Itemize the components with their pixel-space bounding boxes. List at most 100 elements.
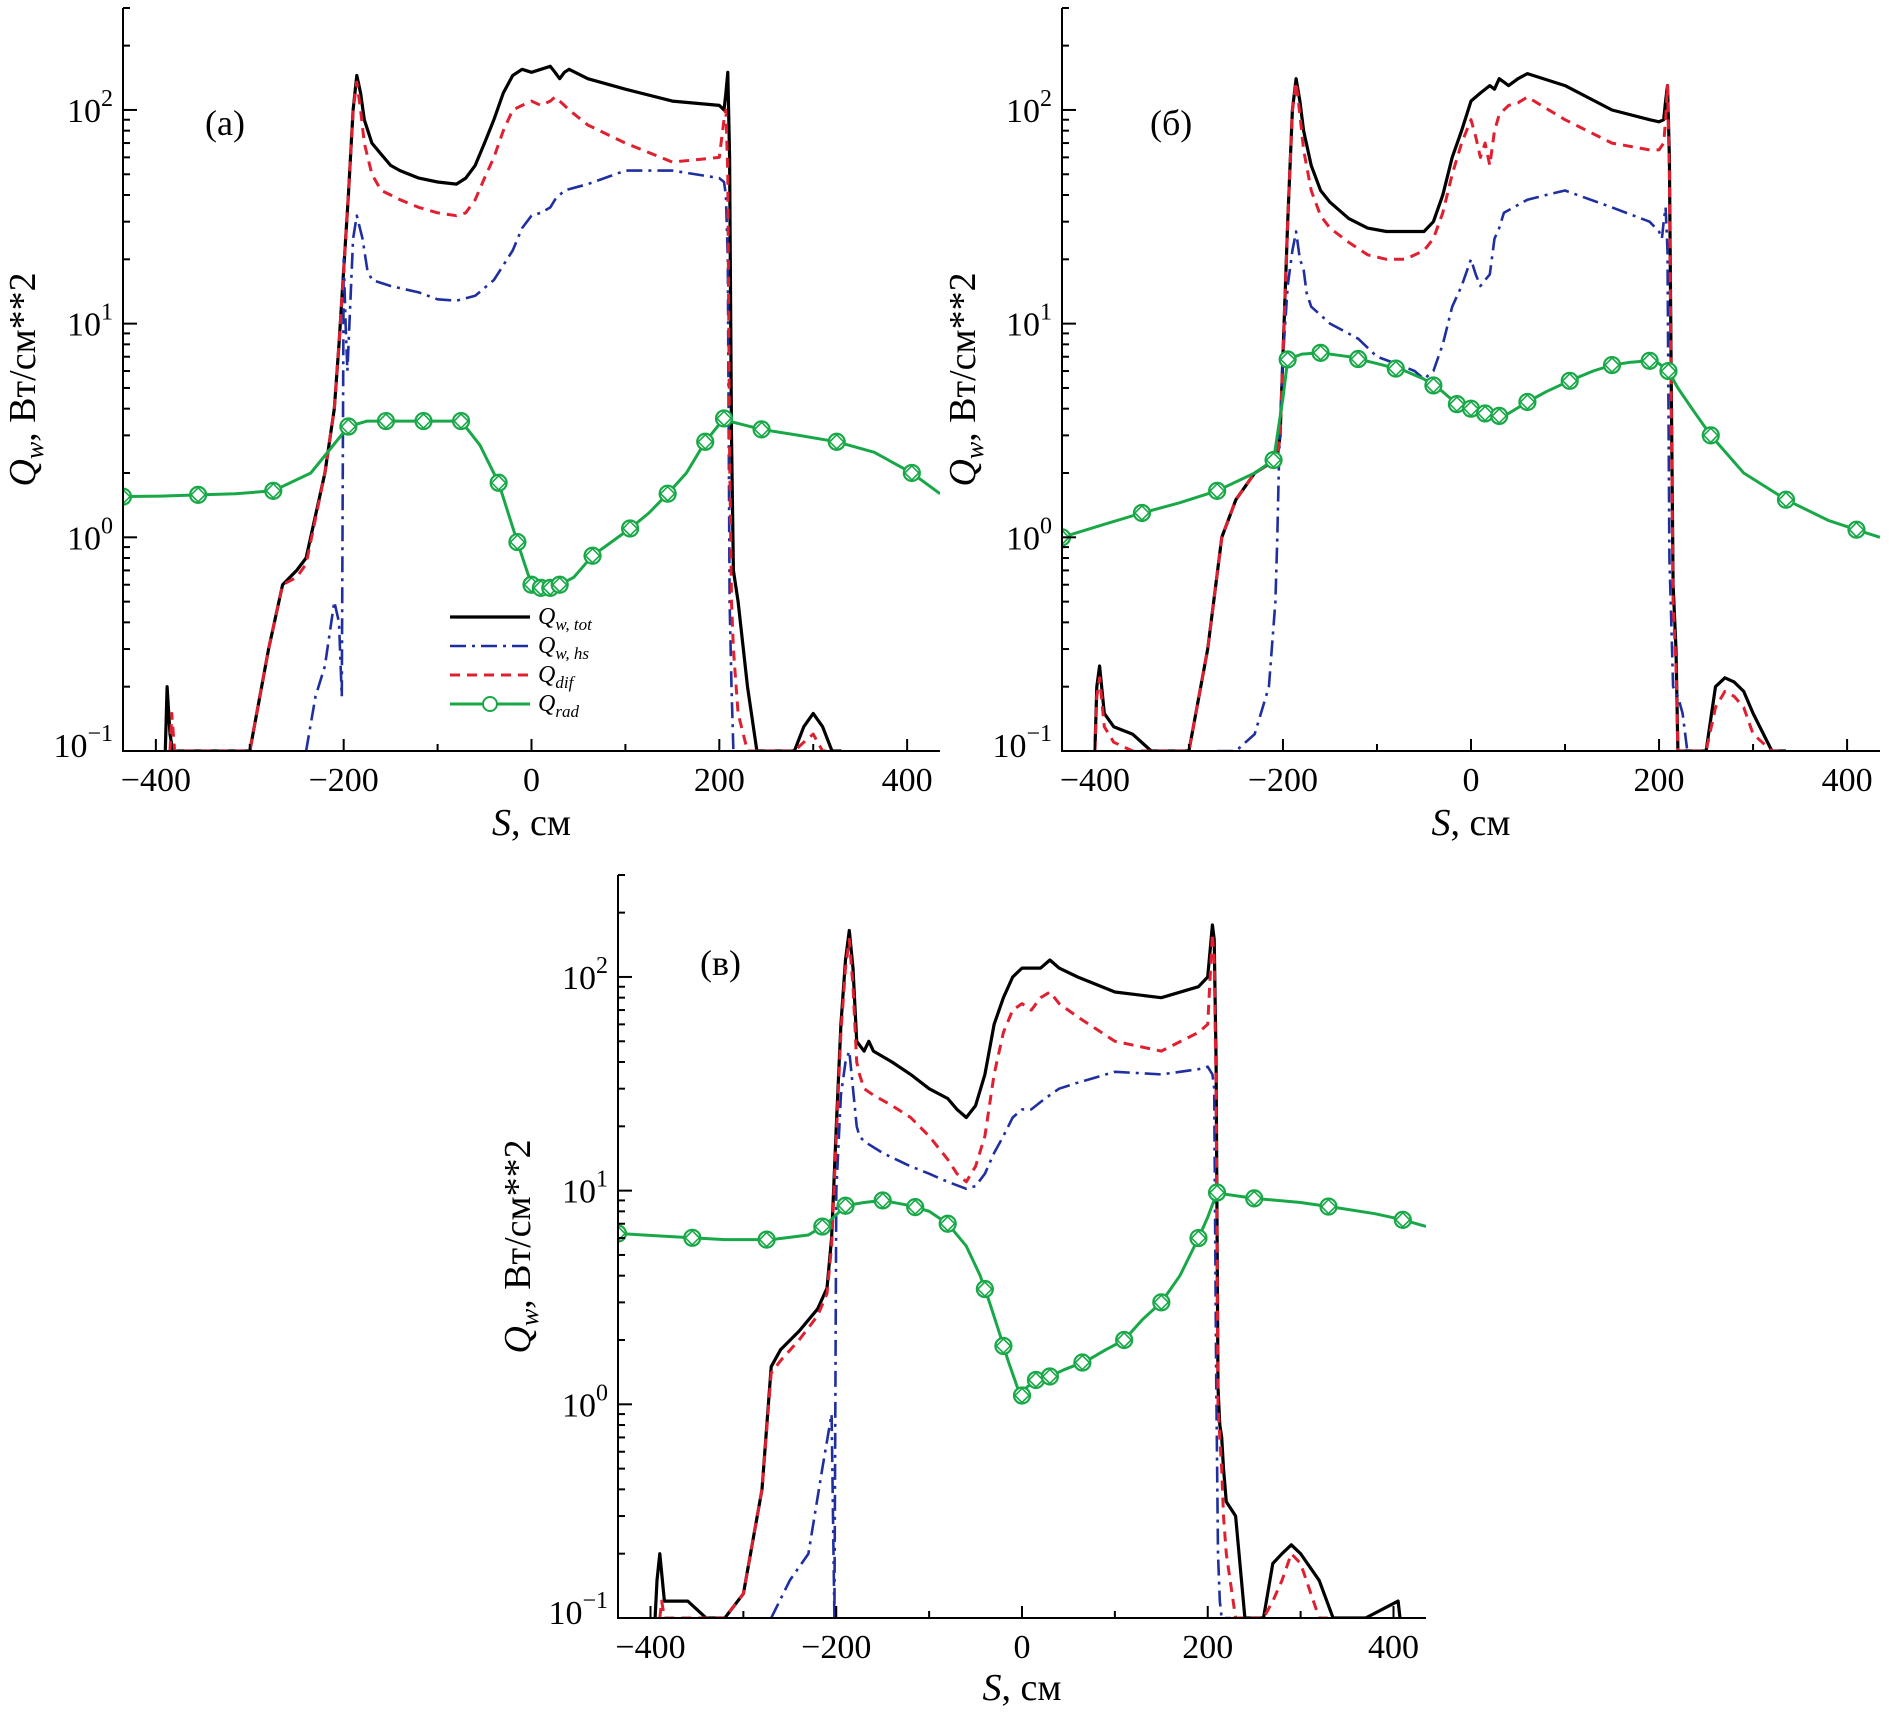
chart-panel-0: −400 −200 0 200 400 10−1 100 101 102 (а) S, см Qw, … [2, 7, 940, 844]
rad-marker [752, 420, 771, 439]
rad-marker [451, 411, 471, 431]
y-tick-label: 100 [67, 513, 113, 557]
rad-marker-diamond [907, 1198, 924, 1216]
rad-marker [1847, 520, 1866, 539]
rad-marker [938, 1214, 957, 1233]
x-tick-label: −200 [309, 762, 379, 799]
rad-marker [714, 409, 734, 428]
rad-marker-diamond [939, 1215, 956, 1232]
x-tick-label: 0 [1014, 1629, 1031, 1666]
y-tick-label: 102 [67, 86, 113, 130]
rad-marker [1132, 503, 1152, 523]
rad-marker [696, 432, 715, 451]
series-line-tot [653, 923, 1402, 1618]
x-tick-label: 400 [1822, 762, 1873, 799]
rad-marker-diamond [1041, 1368, 1058, 1385]
chart-panel-2: −400 −200 0 200 400 10−1 100 101 102 (в) S, см Qw, … [497, 874, 1426, 1709]
rad-marker-diamond [758, 1231, 775, 1248]
rad-marker-diamond [1660, 362, 1677, 380]
rad-marker [1208, 481, 1227, 500]
axis-lines [122, 8, 940, 752]
rad-marker-diamond [452, 412, 470, 430]
rad-marker-diamond [621, 520, 639, 537]
rad-marker-diamond [874, 1192, 891, 1209]
x-tick-label: 400 [882, 762, 933, 799]
rad-marker-diamond [1312, 344, 1329, 361]
series-line-rad [1062, 351, 1880, 539]
panel-label: (б) [1150, 103, 1192, 143]
x-tick-label: −400 [1060, 762, 1130, 799]
rad-marker [1560, 371, 1579, 390]
rad-marker-diamond [1641, 352, 1658, 369]
series-line-rad [123, 416, 940, 590]
rad-marker-diamond [1013, 1387, 1031, 1404]
x-tick-label: 200 [1182, 1629, 1233, 1666]
rad-marker-diamond [1116, 1331, 1133, 1349]
rad-marker [902, 463, 921, 483]
rad-marker-diamond [1190, 1229, 1207, 1247]
series-line-hs [1217, 189, 1692, 751]
rad-marker-diamond [551, 576, 568, 593]
rad-marker-diamond [584, 547, 601, 564]
y-tick-label: 101 [562, 1167, 608, 1211]
rad-marker [489, 473, 508, 492]
rad-marker [994, 1336, 1013, 1356]
rad-marker-diamond [265, 482, 282, 499]
rad-marker [1701, 426, 1720, 445]
rad-marker [683, 1228, 702, 1247]
rad-marker [1393, 1210, 1412, 1229]
rad-marker-diamond [1209, 482, 1226, 499]
rad-marker-diamond [1561, 372, 1578, 389]
rad-marker [376, 411, 396, 431]
rad-marker-diamond [1491, 407, 1508, 425]
rad-marker-diamond [995, 1337, 1012, 1355]
rad-marker [813, 1217, 832, 1236]
rad-marker-diamond [659, 485, 676, 502]
rad-marker-diamond [753, 421, 770, 438]
rad-marker [1518, 392, 1537, 412]
rad-marker [583, 546, 602, 565]
x-tick-label: −200 [1248, 762, 1318, 799]
rad-marker [339, 417, 358, 436]
rad-marker-diamond [340, 418, 357, 435]
rad-marker [975, 1279, 994, 1299]
rad-marker-diamond [1153, 1294, 1170, 1311]
y-tick-label: 10−1 [548, 1588, 608, 1632]
rad-marker-diamond [490, 474, 507, 491]
rad-marker-diamond [1320, 1198, 1337, 1215]
y-axis-label: Qw, Вт/см**2 [942, 272, 989, 486]
chart-panel-1: −400 −200 0 200 400 10−1 100 101 102 (б) S, см Qw, … [942, 7, 1880, 844]
rad-marker-diamond [828, 433, 845, 450]
rad-marker [1152, 1293, 1171, 1312]
rad-marker-diamond [814, 1218, 831, 1235]
series-line-tot [1093, 71, 1786, 751]
rad-marker [906, 1198, 925, 1217]
series-line-dif [1093, 80, 1782, 751]
rad-marker [1207, 1183, 1227, 1202]
rad-marker-diamond [1425, 377, 1442, 394]
y-axis-label: Qw, Вт/см**2 [497, 1139, 544, 1353]
rad-marker [1659, 361, 1678, 381]
panel-label: (в) [700, 943, 741, 983]
rad-marker [873, 1191, 892, 1210]
rad-marker-diamond [1603, 356, 1621, 374]
x-tick-label: −400 [121, 762, 191, 799]
y-tick-label: 100 [562, 1380, 608, 1424]
rad-marker-diamond [903, 464, 920, 482]
rad-marker [414, 411, 433, 431]
y-tick-label: 102 [562, 953, 608, 997]
series-group [618, 923, 1426, 1618]
rad-marker-diamond [715, 410, 733, 427]
rad-marker [550, 575, 569, 594]
rad-marker [1012, 1386, 1032, 1405]
rad-marker-diamond [1702, 427, 1719, 444]
rad-marker [827, 432, 846, 451]
x-tick-label: −400 [615, 1629, 685, 1666]
rad-marker [1776, 490, 1796, 509]
legend-label-hs: Qw, hs [538, 633, 589, 663]
y-tick-label: 102 [1006, 86, 1052, 130]
rad-marker [1490, 406, 1509, 426]
rad-marker [1311, 343, 1330, 362]
